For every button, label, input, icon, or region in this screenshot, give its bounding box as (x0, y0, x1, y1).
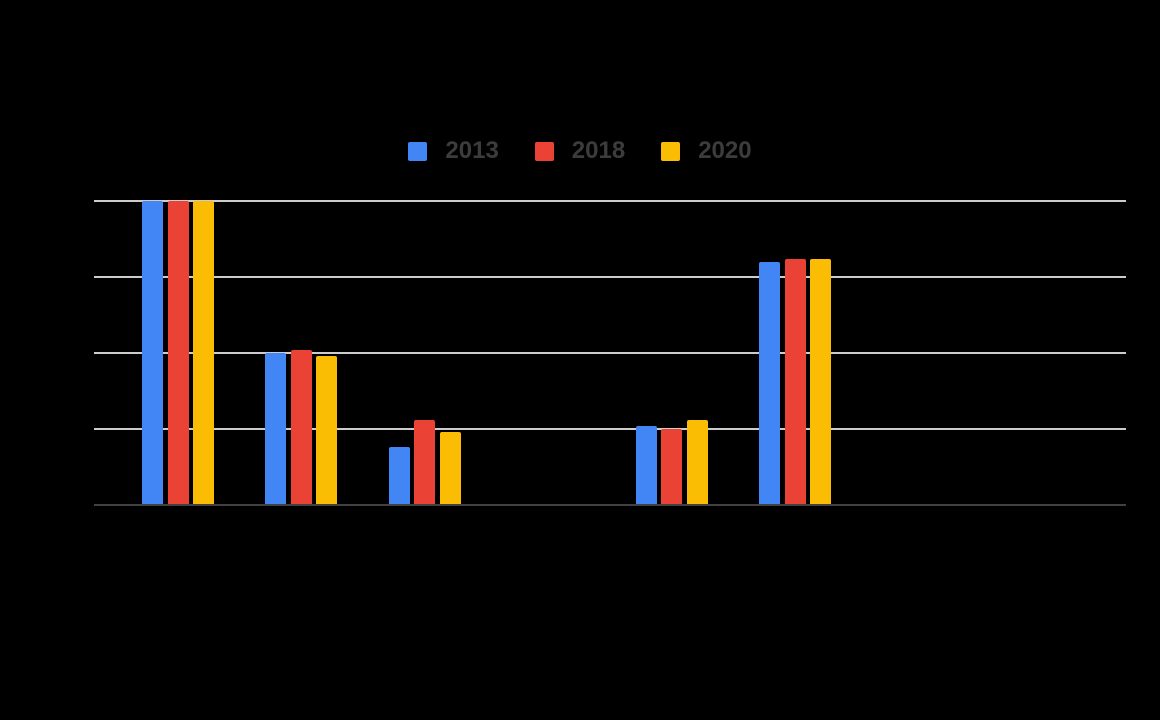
legend-swatch-2013 (408, 141, 428, 161)
chart-legend: 2013 2018 2020 (0, 137, 1160, 164)
legend-label-2020: 2020 (698, 137, 752, 164)
bar-2020-cat3 (439, 432, 461, 505)
legend-swatch-2020 (661, 141, 681, 161)
bar-2013-cat2 (265, 353, 287, 505)
bar-2018-cat6 (784, 258, 806, 505)
bar-2018-cat3 (414, 419, 436, 505)
bar-2018-cat1 (167, 201, 189, 505)
bar-2018-cat2 (290, 349, 312, 505)
bar-2013-cat1 (142, 201, 163, 505)
legend-label-2013: 2013 (445, 137, 499, 164)
gridline-50 (94, 352, 1126, 354)
bar-2020-cat5 (686, 419, 708, 505)
bar-2020-cat1 (193, 201, 214, 505)
legend-item-2013: 2013 (408, 137, 499, 164)
bar-2020-cat2 (316, 356, 338, 505)
gridline-100 (94, 200, 1126, 202)
plot-area (94, 200, 1126, 506)
bar-2020-cat6 (810, 258, 831, 505)
legend-item-2018: 2018 (534, 137, 626, 164)
bar-2018-cat5 (661, 429, 683, 505)
legend-label-2018: 2018 (571, 137, 626, 164)
legend-swatch-2018 (534, 141, 554, 161)
bar-2013-cat6 (759, 261, 780, 505)
gridline-75 (94, 276, 1126, 278)
legend-item-2020: 2020 (661, 137, 752, 164)
gridline-25 (94, 428, 1126, 430)
bar-2013-cat5 (635, 425, 657, 505)
bar-2013-cat3 (388, 447, 410, 505)
x-axis-baseline (94, 504, 1126, 506)
